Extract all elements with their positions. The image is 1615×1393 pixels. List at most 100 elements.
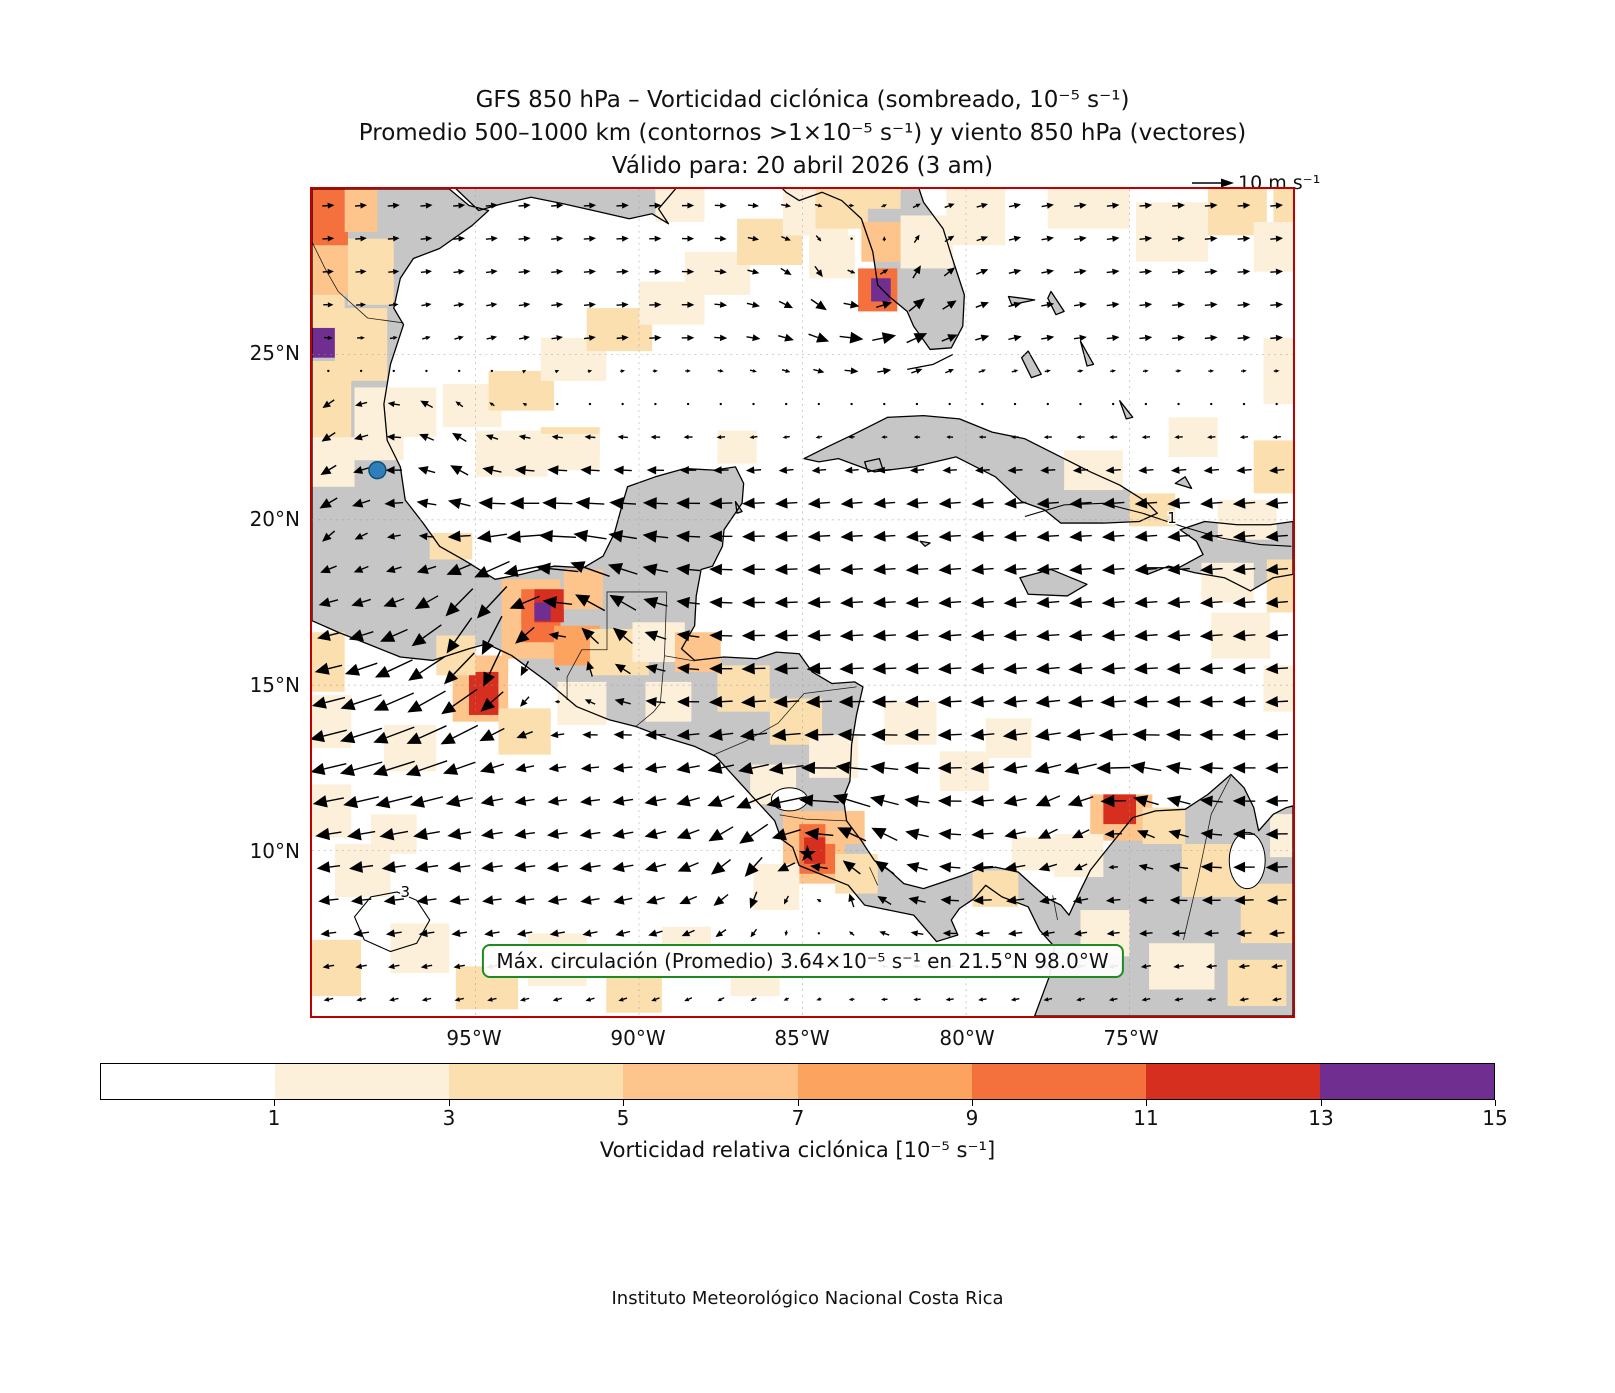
wind-vector-head [1067,794,1083,807]
vorticity-cell [825,810,865,844]
wind-vector-head [315,827,331,841]
wind-vector-head [1232,596,1246,608]
wind-vector-shaft [454,337,459,340]
wind-vector-shaft [918,767,930,770]
coastline-eleuthera [1079,340,1095,367]
wind-vector-shaft [917,932,924,935]
wind-vector-shaft [492,865,503,868]
wind-vector-shaft [453,652,475,675]
wind-vector-head [676,828,692,840]
wind-vector-head [1232,497,1246,509]
wind-vector-shaft [1015,931,1023,934]
wind-vector-head [715,930,724,937]
wind-vector-shaft [1179,866,1189,870]
wind-vector-head [1046,268,1055,275]
wind-vector-head [351,597,364,607]
wind-vector-shaft [1113,997,1118,1001]
wind-vector-shaft [912,205,917,209]
wind-vector-head [1069,563,1083,575]
vorticity-cell [436,635,476,676]
wind-vector-head [882,367,892,375]
land-andros [1021,351,1042,378]
vorticity-cell [498,708,551,755]
wind-vector-head [392,302,399,308]
wind-vector-head [514,828,527,840]
colorbar-segment-7 [1319,1064,1494,1099]
wind-calm-dot [490,369,494,373]
wind-vector-head [1066,728,1082,742]
wind-vector-shaft [818,833,834,837]
wind-vector-head [1109,435,1114,440]
wind-vector-head [317,629,331,641]
wind-vector-shaft [361,997,366,1001]
wind-vector-head [839,629,853,642]
wind-vector-head [1079,235,1087,242]
wind-vector-shaft [1048,600,1060,604]
wind-vector-head [1266,895,1278,906]
wind-vector-head [440,732,456,745]
wind-vector-head [643,596,659,609]
wind-vector-shaft [518,304,525,307]
wind-vector-shaft [590,799,601,802]
wind-vector-head [1265,729,1279,741]
wind-vector-shaft [781,236,786,240]
colorbar-tick-mark [1321,1100,1322,1106]
wind-vector-head [523,235,531,242]
wind-vector-shaft [328,399,335,405]
wind-vector-head [811,466,820,474]
wind-vector-shaft [787,700,800,703]
wind-vector-head [848,435,853,439]
wind-vector-head [1199,695,1213,708]
wind-vector-head [355,400,363,407]
wind-vector-shaft [689,733,700,736]
wind-vector-shaft [950,534,961,537]
colorbar-segment-3 [623,1064,798,1099]
wind-vector-shaft [361,499,371,504]
wind-vector-shaft [1016,567,1027,571]
wind-vector-shaft [583,337,590,340]
wind-vector-head [386,532,395,540]
wind-vector-shaft [360,830,376,835]
wind-vector-shaft [1048,534,1060,537]
wind-vector-head [937,662,952,675]
wind-vector-shaft [386,692,415,706]
wind-vector-shaft [1106,204,1113,207]
wind-vector-head [556,202,564,209]
wind-vector-head [717,997,722,1002]
wind-vector-shaft [747,236,754,240]
vorticity-cell [809,235,855,279]
wind-vector-head [1046,202,1054,209]
wind-vector-head [360,302,366,308]
wind-vector-shaft [525,626,535,636]
wind-vector-head [815,269,823,278]
wind-vector-head [1169,862,1181,872]
wind-vector-head [739,830,755,844]
wind-vector-head [1132,728,1147,742]
wind-vector-shaft [978,370,983,373]
wind-vector-head [451,929,461,937]
wind-vector-head [1275,369,1280,373]
wind-vector-head [542,497,557,510]
wind-vector-head [1200,862,1213,873]
wind-vector-head [970,795,984,807]
wind-vector-head [1098,728,1113,742]
wind-vector-head [1144,268,1153,275]
wind-vector-head [873,497,886,509]
wind-vector-head [484,929,494,937]
wind-vector-head [617,434,624,440]
wind-vector-shaft [786,997,789,1000]
wind-vector-shaft [392,628,408,637]
wind-vector-shaft [1081,534,1092,537]
wind-vector-shaft [753,928,758,934]
wind-vector-head [379,828,395,841]
wind-vector-shaft [885,501,896,504]
wind-vector-shaft [819,866,828,870]
coastline-hispaniola [1146,520,1293,592]
wind-vector-head [1046,369,1051,373]
wind-vector-shaft [1179,634,1191,637]
wind-vector-head [915,203,921,208]
wind-vector-head [712,466,722,475]
vorticity-cell [717,665,770,712]
wind-vector-head [945,997,951,1002]
wind-vector-head [840,563,853,575]
